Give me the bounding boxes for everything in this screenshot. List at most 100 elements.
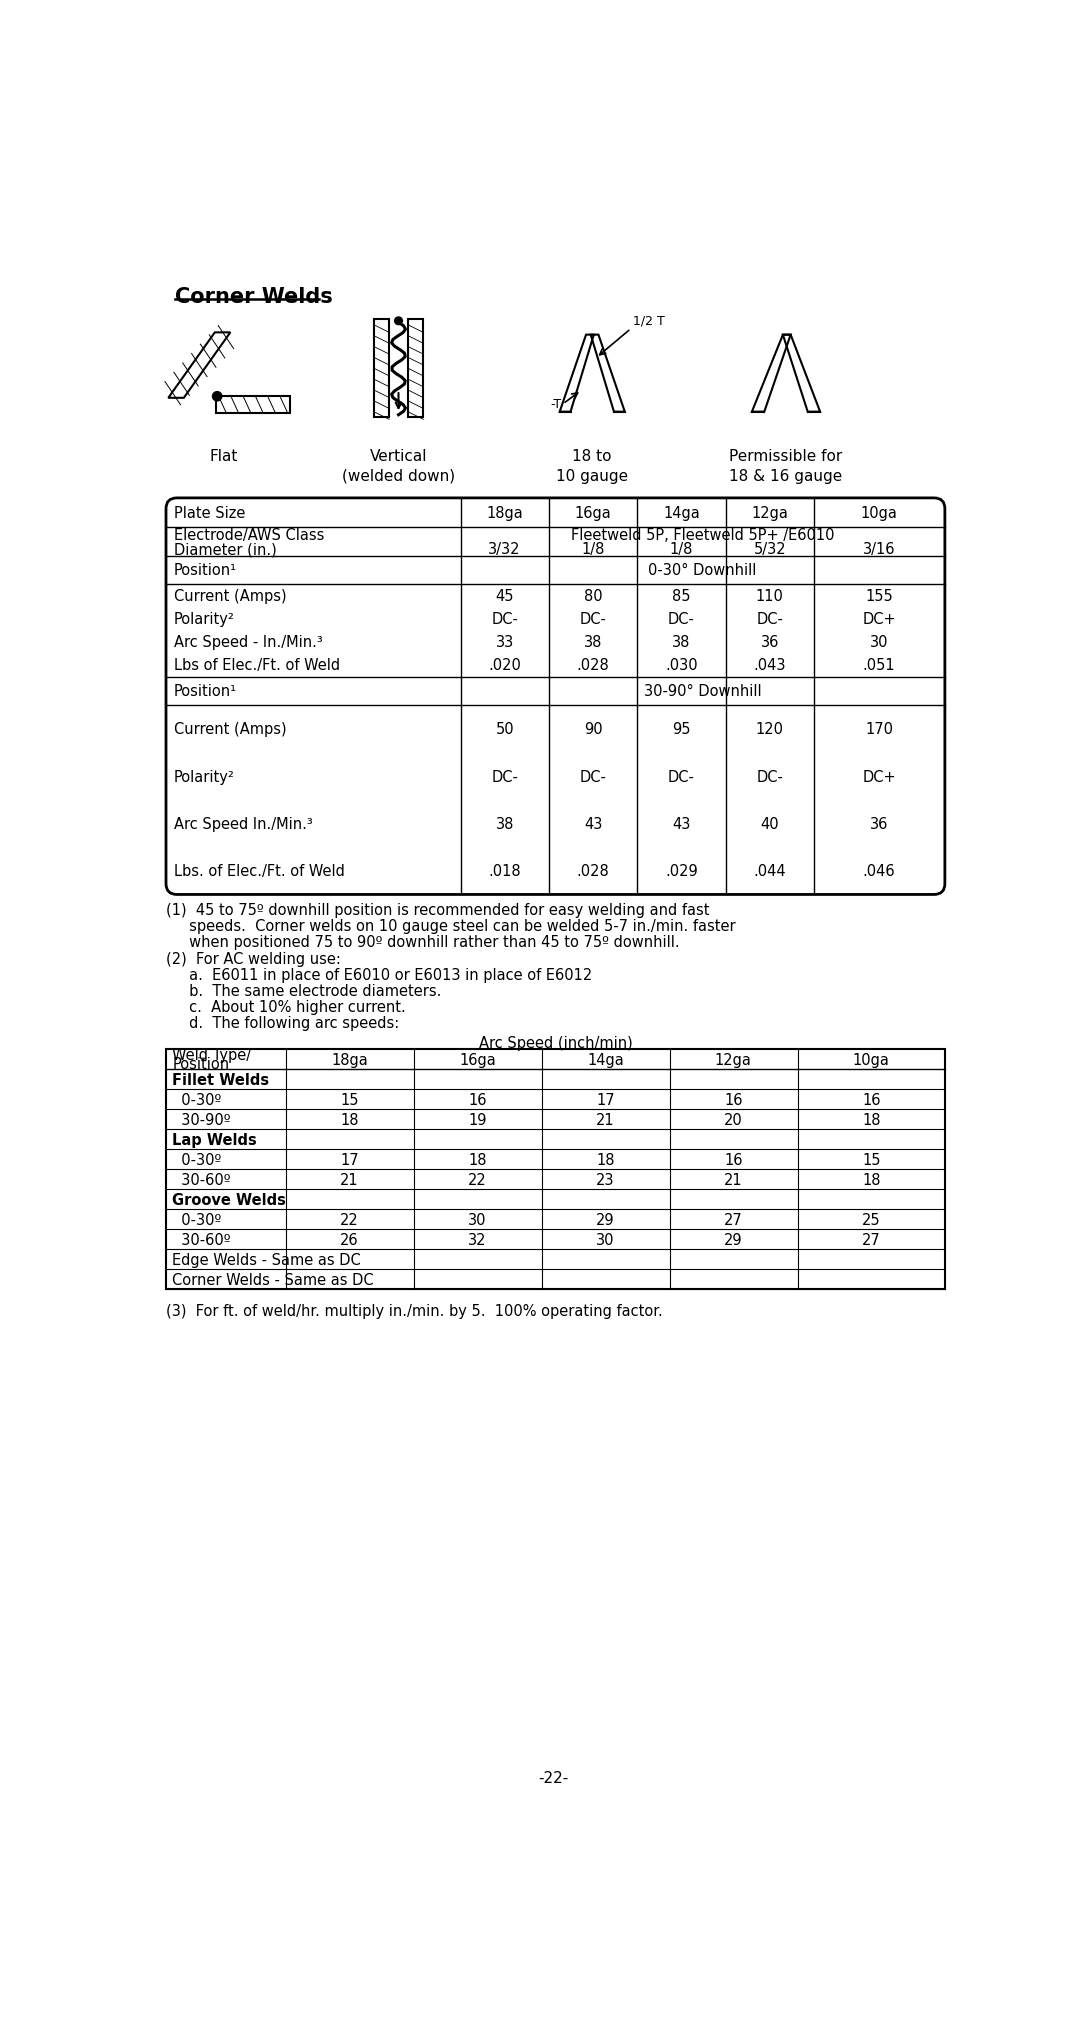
Text: 45: 45	[496, 589, 514, 604]
Text: Current (Amps): Current (Amps)	[174, 589, 286, 604]
Text: DC-: DC-	[491, 769, 518, 785]
Text: 30-90º: 30-90º	[172, 1111, 231, 1128]
Text: when positioned 75 to 90º downhill rather than 45 to 75º downhill.: when positioned 75 to 90º downhill rathe…	[166, 936, 679, 950]
Text: Plate Size: Plate Size	[174, 506, 245, 520]
Text: 12ga: 12ga	[715, 1052, 752, 1066]
Circle shape	[213, 391, 221, 402]
Text: 90: 90	[583, 722, 603, 736]
Text: .028: .028	[577, 659, 609, 673]
Text: 23: 23	[596, 1172, 615, 1187]
Text: 18ga: 18ga	[486, 506, 523, 520]
Text: 19: 19	[469, 1111, 487, 1128]
Text: 155: 155	[865, 589, 893, 604]
Text: 18 to
10 gauge: 18 to 10 gauge	[556, 449, 629, 483]
Text: 0-30º: 0-30º	[172, 1213, 221, 1227]
Text: 12ga: 12ga	[752, 506, 788, 520]
Text: 33: 33	[496, 634, 514, 650]
Text: 38: 38	[496, 816, 514, 832]
Text: DC-: DC-	[667, 612, 694, 626]
Text: .020: .020	[488, 659, 522, 673]
Text: 18: 18	[340, 1111, 359, 1128]
Text: Edge Welds - Same as DC: Edge Welds - Same as DC	[172, 1252, 361, 1268]
Text: 27: 27	[724, 1213, 743, 1227]
Text: DC-: DC-	[667, 769, 694, 785]
Text: 22: 22	[340, 1213, 359, 1227]
Text: 0-30º: 0-30º	[172, 1093, 221, 1107]
Text: 1/8: 1/8	[670, 542, 693, 557]
Text: 10ga: 10ga	[861, 506, 897, 520]
Text: (3)  For ft. of weld/hr. multiply in./min. by 5.  100% operating factor.: (3) For ft. of weld/hr. multiply in./min…	[166, 1303, 663, 1319]
Text: 36: 36	[760, 634, 779, 650]
Text: 14ga: 14ga	[588, 1052, 624, 1066]
Text: 30: 30	[469, 1213, 487, 1227]
Text: 32: 32	[469, 1232, 487, 1248]
Text: Polarity²: Polarity²	[174, 612, 234, 626]
Text: (1)  45 to 75º downhill position is recommended for easy welding and fast: (1) 45 to 75º downhill position is recom…	[166, 903, 710, 918]
Text: 17: 17	[596, 1093, 615, 1107]
Text: 3/32: 3/32	[488, 542, 521, 557]
Text: Vertical
(welded down): Vertical (welded down)	[342, 449, 455, 483]
Text: 3/16: 3/16	[863, 542, 895, 557]
Text: Arc Speed - In./Min.³: Arc Speed - In./Min.³	[174, 634, 323, 650]
Text: 21: 21	[724, 1172, 743, 1187]
Text: Corner Welds - Same as DC: Corner Welds - Same as DC	[172, 1272, 374, 1287]
Text: 17: 17	[340, 1152, 359, 1166]
Text: Fillet Welds: Fillet Welds	[172, 1073, 269, 1087]
Text: Weld Type/: Weld Type/	[172, 1048, 252, 1062]
Text: 18ga: 18ga	[332, 1052, 368, 1066]
Text: 30: 30	[869, 634, 888, 650]
Text: 30-60º: 30-60º	[172, 1232, 231, 1248]
Text: 40: 40	[760, 816, 779, 832]
Text: Lbs of Elec./Ft. of Weld: Lbs of Elec./Ft. of Weld	[174, 659, 340, 673]
Text: 0-30º: 0-30º	[172, 1152, 221, 1166]
Text: Lbs. of Elec./Ft. of Weld: Lbs. of Elec./Ft. of Weld	[174, 865, 345, 879]
Text: 16: 16	[469, 1093, 487, 1107]
Text: 1/2 T: 1/2 T	[633, 314, 664, 326]
Text: .018: .018	[488, 865, 521, 879]
Text: 95: 95	[672, 722, 690, 736]
Text: Fleetweld 5P, Fleetweld 5P+ /E6010: Fleetweld 5P, Fleetweld 5P+ /E6010	[571, 528, 835, 542]
Text: 27: 27	[862, 1232, 880, 1248]
Text: Corner Welds: Corner Welds	[175, 287, 333, 308]
Text: 15: 15	[862, 1152, 880, 1166]
Text: Electrode/AWS Class: Electrode/AWS Class	[174, 528, 324, 542]
Text: DC-: DC-	[580, 612, 607, 626]
Text: 170: 170	[865, 722, 893, 736]
Text: 14ga: 14ga	[663, 506, 700, 520]
Text: speeds.  Corner welds on 10 gauge steel can be welded 5-7 in./min. faster: speeds. Corner welds on 10 gauge steel c…	[166, 920, 735, 934]
Text: 25: 25	[862, 1213, 880, 1227]
Text: 18: 18	[469, 1152, 487, 1166]
Text: 85: 85	[672, 589, 690, 604]
Text: Arc Speed (inch/min): Arc Speed (inch/min)	[478, 1036, 632, 1050]
Text: Arc Speed In./Min.³: Arc Speed In./Min.³	[174, 816, 312, 832]
Text: Diameter (in.): Diameter (in.)	[174, 542, 276, 557]
Text: c.  About 10% higher current.: c. About 10% higher current.	[166, 999, 406, 1015]
Text: Position: Position	[172, 1056, 229, 1073]
Text: .044: .044	[754, 865, 786, 879]
Text: .051: .051	[863, 659, 895, 673]
Text: 5/32: 5/32	[754, 542, 786, 557]
Text: 36: 36	[869, 816, 888, 832]
Text: 38: 38	[672, 634, 690, 650]
Text: 16ga: 16ga	[459, 1052, 496, 1066]
Text: 120: 120	[756, 722, 784, 736]
Text: -22-: -22-	[538, 1770, 569, 1786]
Text: 43: 43	[672, 816, 690, 832]
Text: 30: 30	[596, 1232, 615, 1248]
Text: DC-: DC-	[756, 612, 783, 626]
Text: d.  The following arc speeds:: d. The following arc speeds:	[166, 1015, 400, 1032]
Text: Permissible for
18 & 16 gauge: Permissible for 18 & 16 gauge	[729, 449, 842, 483]
Text: 30-90° Downhill: 30-90° Downhill	[644, 683, 761, 699]
Text: 18: 18	[862, 1172, 880, 1187]
Text: 1/8: 1/8	[581, 542, 605, 557]
Text: 22: 22	[468, 1172, 487, 1187]
Text: Lap Welds: Lap Welds	[172, 1132, 257, 1148]
Text: 29: 29	[724, 1232, 743, 1248]
Text: 30-60º: 30-60º	[172, 1172, 231, 1187]
Text: 20: 20	[724, 1111, 743, 1128]
Text: Position¹: Position¹	[174, 563, 237, 579]
Text: .046: .046	[863, 865, 895, 879]
Text: a.  E6011 in place of E6010 or E6013 in place of E6012: a. E6011 in place of E6010 or E6013 in p…	[166, 966, 592, 983]
Text: .043: .043	[754, 659, 786, 673]
Text: Flat: Flat	[210, 449, 239, 463]
